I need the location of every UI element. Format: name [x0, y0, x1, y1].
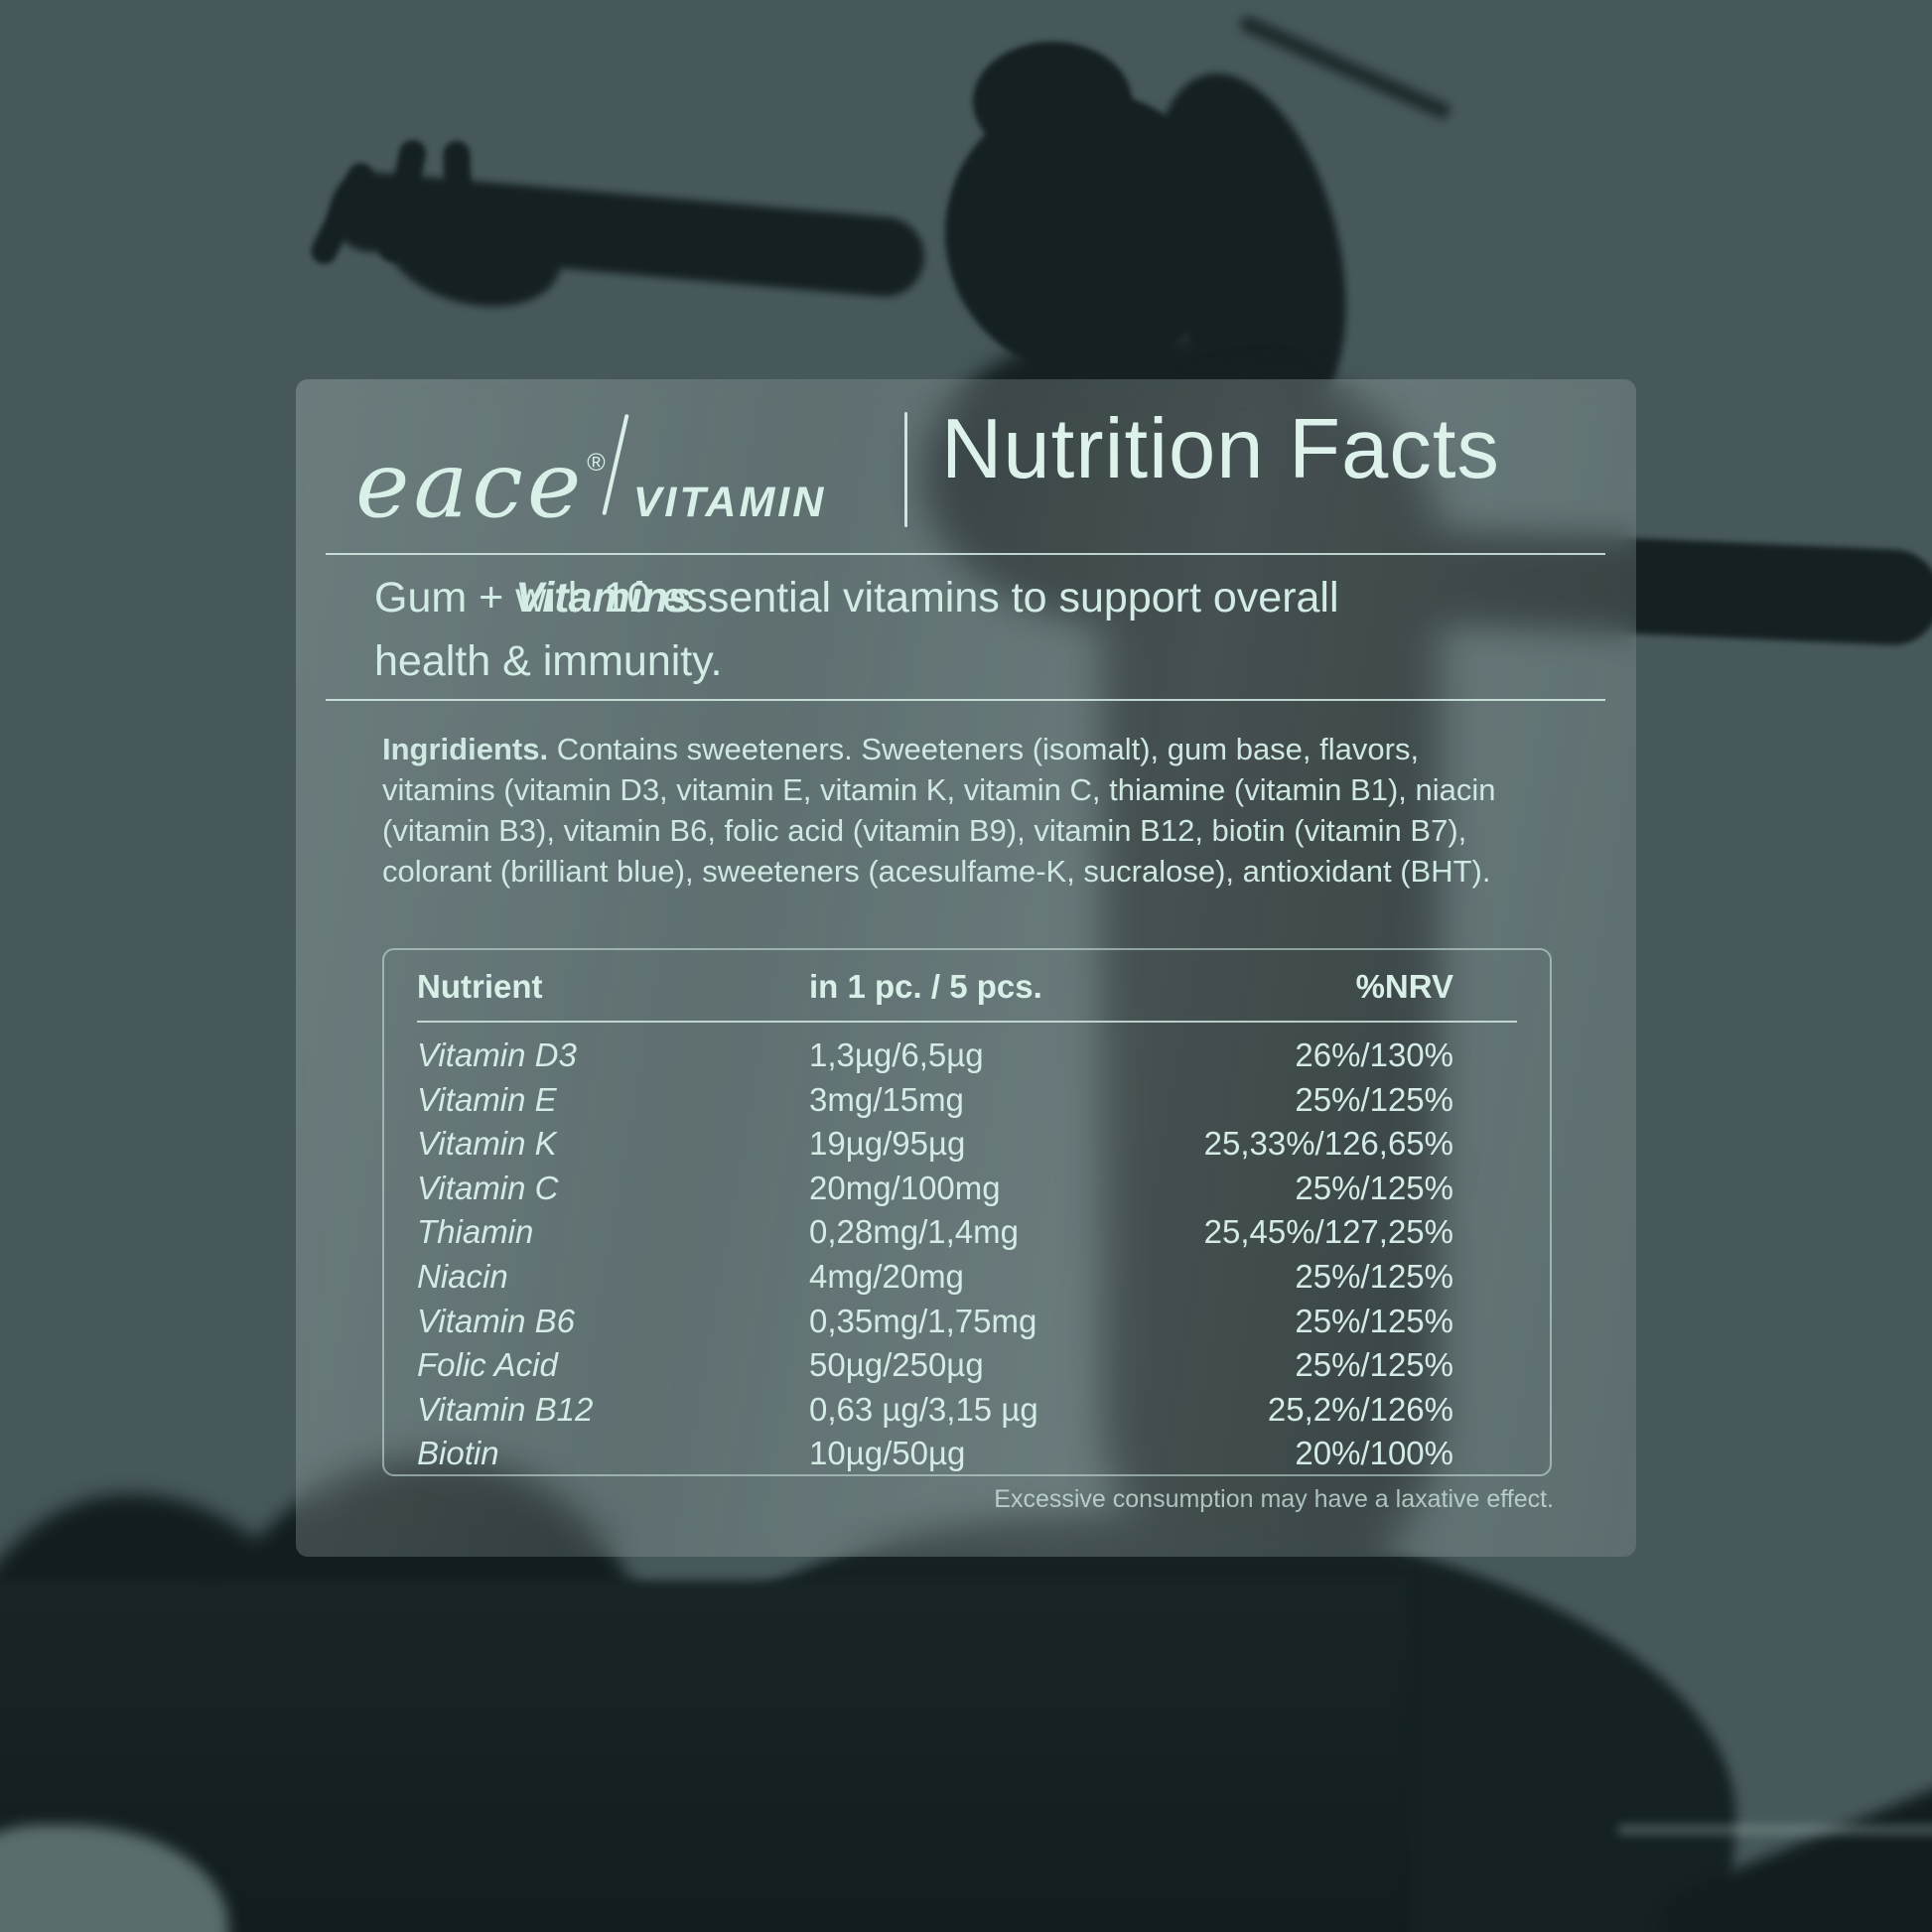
brand-name: eace — [355, 432, 586, 538]
ingredients-label: Ingridients. — [382, 732, 549, 766]
sea-horizon — [1618, 1825, 1932, 1835]
nutrient-nrv: 25%/125% — [1295, 1169, 1453, 1206]
nutrient-nrv: 25%/125% — [1295, 1302, 1453, 1339]
nutrient-amount: 10µg/50µg — [809, 1435, 966, 1472]
table-row: Vitamin B6 0,35mg/1,75mg 25%/125% — [384, 1300, 1550, 1344]
ingredients-text: Contains sweeteners. Sweeteners (isomalt… — [382, 732, 1496, 889]
tagline-lead: Gum + — [374, 574, 516, 621]
page-title: Nutrition Facts — [941, 402, 1500, 496]
nutrient-name: Vitamin B12 — [417, 1390, 594, 1428]
nutrient-amount: 0,35mg/1,75mg — [809, 1302, 1037, 1339]
table-row: Niacin 4mg/20mg 25%/125% — [384, 1255, 1550, 1300]
table-header-rule — [417, 1021, 1517, 1023]
nutrient-amount: 4mg/20mg — [809, 1257, 964, 1295]
table-row: Folic Acid 50µg/250µg 25%/125% — [384, 1343, 1550, 1388]
brand-product-line: VITAMIN — [632, 479, 827, 526]
nutrient-amount: 1,3µg/6,5µg — [809, 1036, 984, 1073]
nutrient-name: Niacin — [417, 1257, 508, 1295]
nutrient-name: Vitamin K — [417, 1125, 557, 1163]
tagline-highlight: Vitamins — [515, 574, 692, 621]
nutrient-amount: 3mg/15mg — [809, 1080, 964, 1118]
nutrient-nrv: 25,33%/126,65% — [1203, 1125, 1453, 1163]
nutrient-nrv: 25,45%/127,25% — [1203, 1213, 1453, 1251]
table-row: Vitamin E 3mg/15mg 25%/125% — [384, 1078, 1550, 1123]
dark-ground — [0, 1581, 1410, 1932]
nutrient-amount: 0,63 µg/3,15 µg — [809, 1390, 1038, 1428]
nutrient-nrv: 25%/125% — [1295, 1257, 1453, 1295]
nutrient-nrv: 25,2%/126% — [1267, 1390, 1453, 1428]
table-row: Vitamin C 20mg/100mg 25%/125% — [384, 1167, 1550, 1211]
column-header-amount: in 1 pc. / 5 pcs. — [809, 968, 1042, 1005]
nutrient-amount: 50µg/250µg — [809, 1346, 984, 1384]
table-row: Biotin 10µg/50µg 20%/100% — [384, 1432, 1550, 1476]
product-tagline: Gum + Vitamins with 10 essential vitamin… — [374, 566, 1387, 693]
horizontal-rule — [326, 553, 1605, 555]
nutrient-nrv: 26%/130% — [1295, 1036, 1453, 1073]
nutrient-name: Biotin — [417, 1435, 499, 1472]
tagline-rest: with 10 essential vitamins to support ov… — [374, 574, 1339, 685]
brand-logo: eace ® VITAMIN — [355, 413, 826, 531]
table-row: Thiamin 0,28mg/1,4mg 25,45%/127,25% — [384, 1210, 1550, 1255]
laxative-warning-footnote: Excessive consumption may have a laxativ… — [994, 1485, 1554, 1513]
table-rows: Vitamin D3 1,3µg/6,5µg 26%/130% Vitamin … — [384, 1034, 1550, 1476]
nutrient-nrv: 20%/100% — [1295, 1435, 1453, 1472]
silhouette-finger — [442, 140, 475, 261]
nutrient-amount: 20mg/100mg — [809, 1169, 1001, 1206]
nutrient-amount: 19µg/95µg — [809, 1125, 966, 1163]
nutrient-nrv: 25%/125% — [1295, 1080, 1453, 1118]
logo-slash-icon — [602, 413, 629, 516]
header-vertical-divider — [904, 412, 907, 527]
nutrient-name: Thiamin — [417, 1213, 534, 1251]
nutrient-nrv: 25%/125% — [1295, 1346, 1453, 1384]
registered-trademark-mark: ® — [587, 449, 606, 477]
column-header-nutrient: Nutrient — [417, 968, 543, 1005]
column-header-nrv: %NRV — [1355, 968, 1453, 1005]
nutrient-name: Folic Acid — [417, 1346, 558, 1384]
nutrient-amount: 0,28mg/1,4mg — [809, 1213, 1019, 1251]
table-row: Vitamin B12 0,63 µg/3,15 µg 25,2%/126% — [384, 1388, 1550, 1433]
nutrient-name: Vitamin C — [417, 1169, 559, 1206]
table-row: Vitamin D3 1,3µg/6,5µg 26%/130% — [384, 1034, 1550, 1078]
horizontal-rule — [326, 699, 1605, 701]
nutrition-table: Nutrient in 1 pc. / 5 pcs. %NRV Vitamin … — [382, 948, 1552, 1476]
ingredients-paragraph: Ingridients. Contains sweeteners. Sweete… — [382, 729, 1504, 892]
nutrient-name: Vitamin E — [417, 1080, 557, 1118]
nutrient-name: Vitamin B6 — [417, 1302, 575, 1339]
nutrient-name: Vitamin D3 — [417, 1036, 577, 1073]
table-row: Vitamin K 19µg/95µg 25,33%/126,65% — [384, 1122, 1550, 1167]
nutrition-label-card: eace ® VITAMIN Nutrition Facts Gum + Vit… — [296, 379, 1636, 1557]
